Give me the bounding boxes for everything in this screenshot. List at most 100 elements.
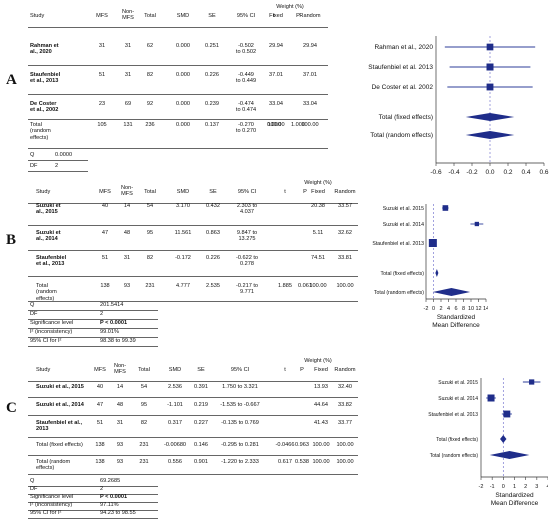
table-rule: [28, 381, 358, 382]
header-nonmfs: Non- MFS: [121, 9, 135, 22]
row-random: 100.00: [336, 459, 354, 465]
x-tick-label: -2: [479, 484, 484, 490]
table-rule: [28, 225, 358, 226]
row-nonmfs: 131: [123, 122, 133, 128]
header-total: Total: [144, 189, 156, 195]
x-tick-label: -0.6: [430, 169, 442, 176]
header-se: SE: [209, 189, 217, 195]
stat-value: 69.2685: [100, 478, 121, 484]
header-random: Random: [299, 13, 321, 19]
row-ci: -0.449 to 0.449: [235, 72, 257, 85]
study-marker: [503, 410, 511, 418]
stat-label: DF: [30, 311, 38, 317]
x-tick-label: 2: [524, 484, 527, 490]
header-smd: SMD: [168, 367, 182, 373]
row-nonmfs: 93: [123, 283, 131, 289]
row-total: 95: [140, 402, 148, 408]
header-t: t: [273, 13, 275, 19]
study-label: Suzuki et al. 2014: [383, 222, 424, 228]
table-rule: [28, 502, 158, 503]
row-se: 2.535: [206, 283, 220, 289]
study-marker: [428, 239, 437, 247]
row-study: Suzuki et al., 2015: [36, 384, 84, 390]
row-smd: 0.000: [176, 101, 190, 107]
x-tick-label: 0: [502, 484, 505, 490]
row-t: 1.885: [278, 283, 292, 289]
row-study: Total (random effects): [36, 459, 71, 472]
row-random: 33.04: [303, 101, 317, 107]
study-label: Suzuki et al. 2014: [438, 396, 478, 402]
study-marker: [442, 205, 449, 211]
row-mfs: 47: [96, 402, 104, 408]
pooled-diamond: [465, 131, 515, 139]
row-smd: 4.777: [176, 283, 190, 289]
pooled-diamond: [465, 113, 515, 121]
header-total: Total: [138, 367, 150, 373]
row-total: 231: [139, 442, 149, 448]
row-se: 0.227: [194, 420, 208, 426]
table-rule: [28, 160, 88, 161]
pooled-label: Total (random effects): [370, 132, 433, 139]
x-tick-label: -0.4: [448, 169, 460, 176]
row-smd: 11.561: [174, 230, 192, 236]
row-fixed: 41.43: [314, 420, 328, 426]
table-panel-b: Weight (%) Study MFS Non- MFS Total SMD SE 95% …: [0, 0, 358, 347]
table-rule: [28, 397, 358, 398]
row-study: Staufenbiel et al., 2013: [30, 72, 61, 85]
row-fixed: 44.64: [314, 402, 328, 408]
row-fixed: 37.01: [269, 72, 283, 78]
header-study: Study: [36, 367, 51, 373]
pooled-label: Total (fixed effects): [379, 114, 433, 121]
row-fixed: 74.51: [311, 255, 325, 261]
header-ci: 95% CI: [230, 367, 250, 373]
header-p: P: [303, 189, 307, 195]
table-rule: [28, 437, 358, 438]
row-study: Staufenbiel et al., 2013: [36, 420, 83, 433]
row-smd: 3.170: [176, 203, 190, 209]
x-tick-label: 4: [546, 484, 548, 490]
row-ci: -1.220 to 2.333: [221, 459, 259, 465]
row-mfs: 51: [96, 420, 104, 426]
stat-value: 94.23 to 98.55: [100, 510, 136, 516]
stat-label: 95% CI for I²: [30, 510, 62, 516]
row-smd: -1.101: [167, 402, 183, 408]
row-ci: 1.750 to 3.321: [222, 384, 258, 390]
pooled-label: Total (random effects): [430, 453, 479, 459]
row-study: Suzuki et al., 2014: [36, 402, 84, 408]
study-label: Staufenbiel et al. 2013: [368, 64, 433, 71]
row-p: 0.061: [298, 283, 312, 289]
row-random: 100.00: [301, 122, 319, 128]
row-total: 95: [146, 230, 154, 236]
row-se: 0.251: [205, 43, 219, 49]
header-smd: SMD: [176, 13, 190, 19]
row-fixed: 20.38: [311, 203, 325, 209]
row-ci: -0.474 to 0.474: [235, 101, 257, 114]
row-random: 100.00: [336, 442, 354, 448]
stat-value: 99.01%: [100, 329, 119, 335]
forest-plot-a: -0.6 -0.4 -0.2 0.0 0.2 0.4 0.6 Rahman et al., 2…: [368, 36, 549, 176]
row-p: 0.538: [295, 459, 309, 465]
row-nonmfs: 69: [124, 101, 132, 107]
study-marker: [486, 43, 494, 51]
row-random: 33.57: [338, 203, 352, 209]
row-ci: -0.135 to 0.769: [221, 420, 259, 426]
row-random: 33.82: [338, 402, 352, 408]
study-label: Staufenbiel et al. 2013: [428, 412, 478, 418]
row-mfs: 138: [95, 442, 105, 448]
table-panel-a: Weight (%) Study MFS Non- MFS Total SMD SE 95% …: [0, 0, 330, 172]
row-study: Total (fixed effects): [36, 442, 83, 448]
row-total: 231: [145, 283, 155, 289]
header-p: P: [300, 367, 304, 373]
row-mfs: 47: [101, 230, 109, 236]
row-p: 0.963: [295, 442, 309, 448]
header-fixed: Fixed: [311, 189, 325, 195]
table-rule: [28, 486, 158, 487]
row-fixed: 100.00: [267, 122, 285, 128]
row-nonmfs: 31: [124, 72, 132, 78]
header-mfs: MFS: [96, 13, 108, 19]
row-se: 0.137: [205, 122, 219, 128]
row-ci: -0.502 to 0.502: [235, 43, 257, 56]
x-axis-label: Standardized: [495, 492, 534, 499]
row-ci: 2.303 to 4.037: [236, 203, 258, 216]
stat-value: 2: [100, 486, 104, 492]
